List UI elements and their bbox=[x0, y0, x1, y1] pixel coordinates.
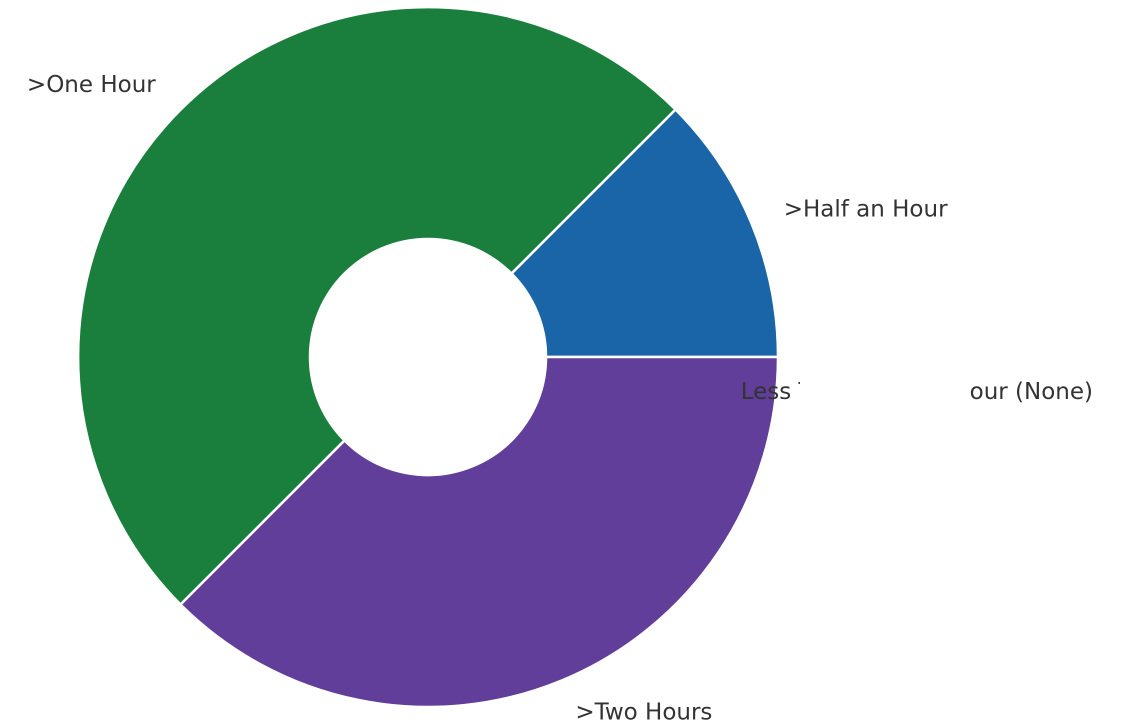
slices-group bbox=[77, 6, 780, 709]
label-two-hours: >Two Hours bbox=[575, 700, 712, 725]
slice-two-hours bbox=[178, 355, 780, 709]
label-half-an-hour: >Half an Hour bbox=[784, 197, 948, 223]
slice-half-an-hour bbox=[509, 107, 780, 359]
slice-one-hour bbox=[77, 6, 678, 607]
label-crop-mask bbox=[800, 360, 970, 420]
label-one-hour: >One Hour bbox=[27, 72, 156, 98]
